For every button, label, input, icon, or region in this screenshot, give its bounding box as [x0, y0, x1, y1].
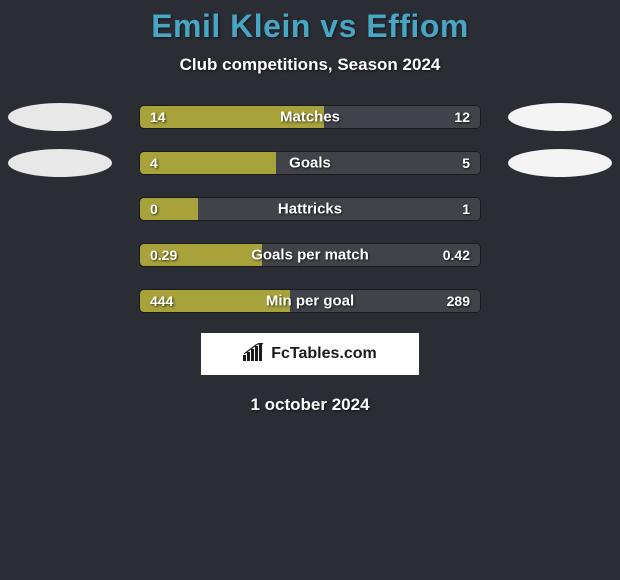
- stat-bar: Goals 4 5: [139, 151, 481, 175]
- stat-value-right: 289: [447, 293, 470, 309]
- stat-row: Goals per match 0.29 0.42: [0, 241, 620, 269]
- stat-value-left: 4: [150, 155, 158, 171]
- stat-rows: Matches 14 12 Goals 4 5 Hattricks 0 1 Goals per m…: [0, 103, 620, 315]
- stat-label: Goals per match: [251, 247, 369, 264]
- stat-value-right: 1: [462, 201, 470, 217]
- stat-value-right: 12: [454, 109, 470, 125]
- stat-row: Matches 14 12: [0, 103, 620, 131]
- stat-value-right: 5: [462, 155, 470, 171]
- stat-row: Goals 4 5: [0, 149, 620, 177]
- page-title: Emil Klein vs Effiom: [0, 8, 620, 45]
- comparison-infographic: Emil Klein vs Effiom Club competitions, …: [0, 0, 620, 415]
- stat-bar: Hattricks 0 1: [139, 197, 481, 221]
- stat-bar: Goals per match 0.29 0.42: [139, 243, 481, 267]
- date-label: 1 october 2024: [0, 395, 620, 415]
- stat-value-right: 0.42: [443, 247, 470, 263]
- player-right-oval: [508, 149, 612, 177]
- stat-bar: Min per goal 444 289: [139, 289, 481, 313]
- stat-value-left: 0.29: [150, 247, 177, 263]
- bar-chart-icon: [243, 343, 265, 366]
- stat-row: Min per goal 444 289: [0, 287, 620, 315]
- stat-label: Matches: [280, 109, 340, 126]
- stat-value-left: 14: [150, 109, 166, 125]
- stat-label: Min per goal: [266, 293, 354, 310]
- footer-attribution: FcTables.com: [201, 333, 419, 375]
- stat-label: Goals: [289, 155, 331, 172]
- footer-text: FcTables.com: [271, 345, 377, 363]
- bar-segment-left: [140, 152, 276, 174]
- stat-bar: Matches 14 12: [139, 105, 481, 129]
- player-left-oval: [8, 103, 112, 131]
- stat-value-left: 0: [150, 201, 158, 217]
- stat-value-left: 444: [150, 293, 173, 309]
- subtitle: Club competitions, Season 2024: [0, 55, 620, 75]
- stat-row: Hattricks 0 1: [0, 195, 620, 223]
- player-left-oval: [8, 149, 112, 177]
- stat-label: Hattricks: [278, 201, 342, 218]
- bar-segment-left: [140, 198, 198, 220]
- player-right-oval: [508, 103, 612, 131]
